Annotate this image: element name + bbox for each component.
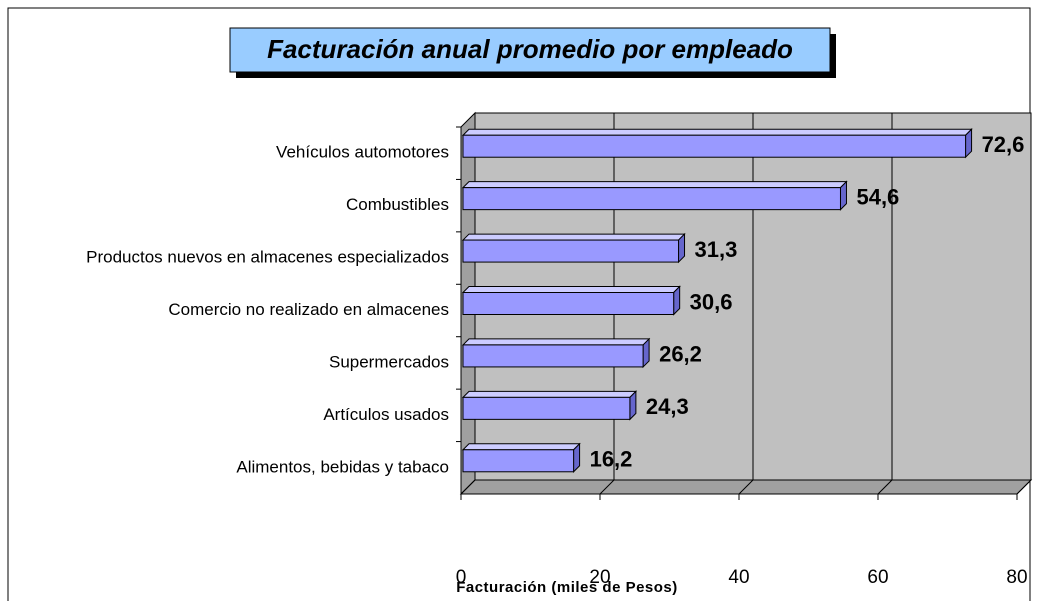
bar-top xyxy=(461,233,686,241)
value-label: 16,2 xyxy=(590,447,633,472)
bar xyxy=(462,449,575,473)
bar-top xyxy=(461,181,848,189)
chart-title: Facturación anual promedio por empleado xyxy=(267,34,793,64)
x-tick-label: 80 xyxy=(1006,567,1027,588)
grid-line xyxy=(877,479,893,495)
bar-top xyxy=(461,286,681,293)
bar xyxy=(462,187,841,211)
x-tick-label: 0 xyxy=(456,567,467,588)
y-tick-label: Productos nuevos en almacenes especializ… xyxy=(86,248,449,267)
grid-line xyxy=(738,479,754,495)
y-tick-label: Artículos usados xyxy=(323,405,449,424)
y-tick-label: Combustibles xyxy=(346,195,449,214)
y-tick-label: Vehículos automotores xyxy=(276,143,449,162)
bar-top xyxy=(461,390,638,398)
bar-top xyxy=(461,443,581,451)
value-label: 24,3 xyxy=(646,394,689,419)
bar-top xyxy=(461,128,973,136)
bar xyxy=(462,239,680,263)
x-tick-label: 60 xyxy=(867,567,888,588)
bar xyxy=(462,134,967,158)
value-label: 31,3 xyxy=(695,237,738,262)
bar xyxy=(462,344,644,368)
bar xyxy=(462,292,675,315)
value-label: 30,6 xyxy=(690,289,733,314)
value-label: 54,6 xyxy=(856,184,899,209)
y-tick-label: Supermercados xyxy=(329,352,449,371)
bar-top xyxy=(461,338,651,346)
grid-line xyxy=(599,479,615,495)
grid-line xyxy=(1016,479,1032,495)
title-box xyxy=(229,27,831,73)
value-label: 26,2 xyxy=(659,342,702,367)
x-tick-label: 40 xyxy=(728,567,749,588)
y-tick-label: Alimentos, bebidas y tabaco xyxy=(236,457,449,476)
bar xyxy=(462,396,631,420)
x-axis-label: Facturación (miles de Pesos) xyxy=(456,579,678,596)
x-tick-label: 20 xyxy=(589,567,610,588)
value-label: 72,6 xyxy=(982,132,1025,157)
grid-line xyxy=(460,479,476,495)
y-tick-label: Comercio no realizado en almacenes xyxy=(168,300,449,319)
